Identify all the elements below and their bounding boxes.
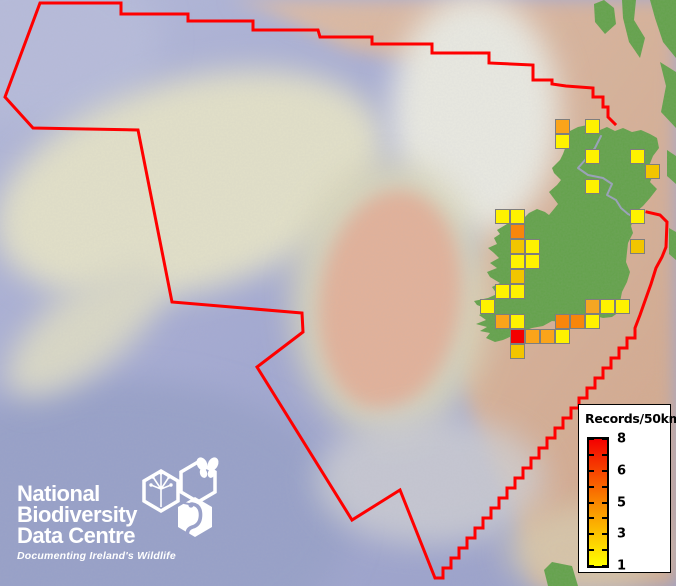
legend-tick	[602, 533, 607, 536]
dandelion-hexagon-icon	[142, 468, 180, 514]
record-grid-square[interactable]	[555, 134, 570, 149]
legend-tick	[589, 517, 594, 520]
record-grid-square[interactable]	[585, 119, 600, 134]
legend-gradient-bar	[587, 437, 609, 568]
record-grid-square[interactable]	[630, 239, 645, 254]
legend-tick	[589, 438, 594, 440]
nbdc-logo: National Biodiversity Data Centre Docume…	[17, 457, 247, 562]
logo-text-national: National	[17, 481, 100, 506]
legend-tick	[589, 469, 594, 472]
record-grid-square[interactable]	[510, 224, 525, 239]
legend-tick	[589, 549, 594, 552]
record-grid-square[interactable]	[510, 209, 525, 224]
logo-text-data-centre: Data Centre	[17, 523, 135, 548]
record-grid-square[interactable]	[510, 344, 525, 359]
record-grid-square[interactable]	[570, 314, 585, 329]
record-grid-square[interactable]	[555, 119, 570, 134]
legend-tick	[589, 533, 594, 536]
legend-tick-label: 1	[617, 558, 627, 574]
logo-text-biodiversity: Biodiversity	[17, 502, 137, 527]
logo-tagline: Documenting Ireland's Wildlife	[17, 550, 176, 562]
nbdc-logo-hexagons	[142, 457, 219, 537]
record-grid-square[interactable]	[645, 164, 660, 179]
butterfly-hexagon-icon	[179, 457, 219, 505]
record-grid-square[interactable]	[630, 149, 645, 164]
legend-tick	[602, 501, 607, 504]
record-grid-square[interactable]	[510, 269, 525, 284]
legend-tick-label: 8	[617, 431, 627, 447]
designated-area-boundary	[3, 1, 669, 580]
record-grid-square[interactable]	[600, 299, 615, 314]
record-grid-square[interactable]	[615, 299, 630, 314]
record-grid-square[interactable]	[495, 314, 510, 329]
record-grid-square[interactable]	[510, 239, 525, 254]
legend-tick	[602, 565, 607, 567]
legend-tick	[589, 501, 594, 504]
record-grid-square[interactable]	[480, 299, 495, 314]
record-grid-square[interactable]	[525, 239, 540, 254]
legend-tick	[602, 469, 607, 472]
legend-labels: 8 6 5 3 1	[617, 432, 641, 574]
legend-tick-label: 5	[617, 495, 627, 510]
record-grid-square[interactable]	[510, 254, 525, 269]
legend-tick	[589, 485, 594, 488]
legend-tick	[589, 453, 594, 456]
record-grid-square[interactable]	[495, 284, 510, 299]
record-grid-square[interactable]	[510, 284, 525, 299]
legend-tick	[602, 438, 607, 440]
legend-tick	[602, 517, 607, 520]
record-grid-square[interactable]	[585, 299, 600, 314]
record-grid-square[interactable]	[540, 329, 555, 344]
record-grid-square[interactable]	[525, 254, 540, 269]
record-grid-square[interactable]	[525, 329, 540, 344]
legend-tick	[589, 565, 594, 567]
legend-title: Records/50km	[585, 411, 676, 426]
legend-panel: Records/50km 8 6 5 3 1	[578, 404, 676, 574]
record-grid-square[interactable]	[510, 314, 525, 329]
record-grid-square[interactable]	[510, 329, 525, 344]
record-grid-square[interactable]	[585, 314, 600, 329]
record-grid-square[interactable]	[555, 314, 570, 329]
legend-tick	[602, 485, 607, 488]
seahorse-hexagon-icon	[178, 497, 212, 537]
record-grid-square[interactable]	[630, 209, 645, 224]
legend-tick-label: 3	[617, 526, 627, 542]
legend-tick	[602, 549, 607, 552]
record-grid-square[interactable]	[585, 149, 600, 164]
legend-tick-label: 6	[617, 463, 627, 479]
legend-tick	[602, 453, 607, 456]
record-grid-square[interactable]	[495, 209, 510, 224]
record-grid-square[interactable]	[555, 329, 570, 344]
record-grid-square[interactable]	[585, 179, 600, 194]
